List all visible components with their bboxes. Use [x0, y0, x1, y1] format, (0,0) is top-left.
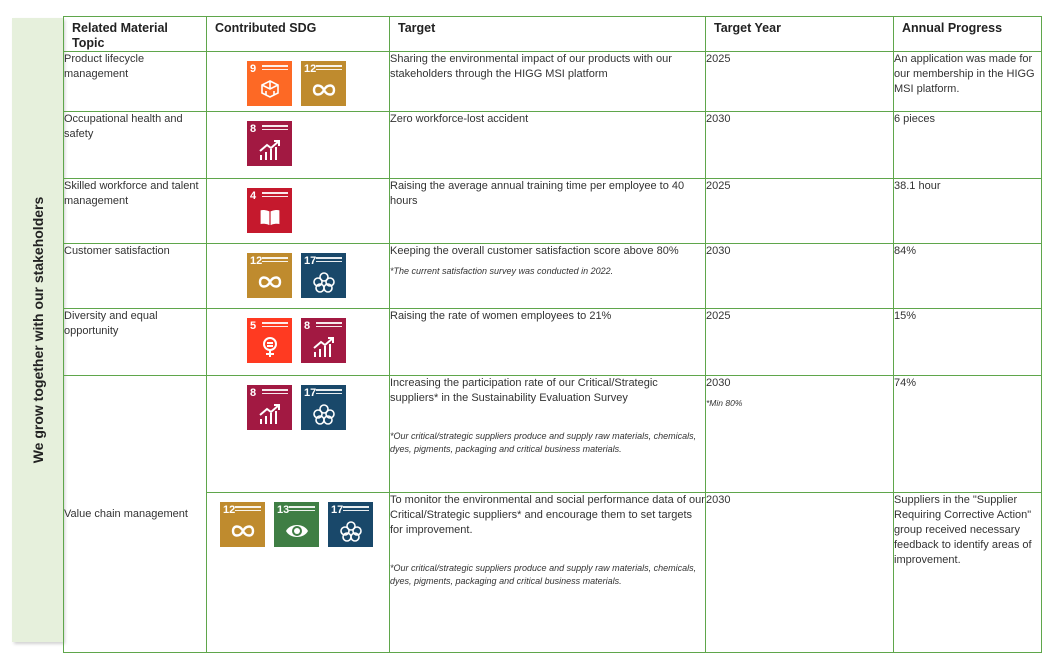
progress-cell: 6 pieces — [893, 111, 1042, 179]
progress-cell: 15% — [893, 308, 1042, 376]
year-cell: 2030 — [705, 492, 894, 653]
sdg-cell: 8 — [206, 111, 390, 179]
year-cell: 2025 — [705, 51, 894, 112]
target-cell: Keeping the overall customer satisfactio… — [389, 243, 706, 309]
topic-cell: Value chain management — [63, 375, 207, 653]
sdg-8-decent-work-icon: 8 — [247, 121, 292, 166]
sidebar-label: We grow together with our stakeholders — [29, 196, 46, 464]
target-cell: Increasing the participation rate of our… — [389, 375, 706, 493]
header-sdg: Contributed SDG — [206, 16, 390, 52]
target-text: To monitor the environmental and social … — [390, 494, 705, 536]
header-target: Target — [389, 16, 706, 52]
target-cell: Raising the rate of women employees to 2… — [389, 308, 706, 376]
target-note: *Our critical/strategic suppliers produc… — [390, 431, 697, 454]
table-header-row: Related Material Topic Contributed SDG T… — [63, 16, 1042, 52]
progress-cell: 74% — [893, 375, 1042, 493]
topic-cell: Occupational health and safety — [63, 111, 207, 179]
progress-cell: 38.1 hour — [893, 178, 1042, 244]
material-topics-table: Related Material Topic Contributed SDG T… — [63, 16, 1042, 653]
topic-cell: Product lifecycle management — [63, 51, 207, 112]
table-row: Value chain management 8 17 Increasing t… — [63, 375, 1042, 653]
table-row: Diversity and equal opportunity 5 8 Rais… — [63, 308, 1042, 376]
sdg-12-responsible-consumption-icon: 12 — [220, 502, 265, 547]
header-progress: Annual Progress — [893, 16, 1042, 52]
target-cell: Sharing the environmental impact of our … — [389, 51, 706, 112]
header-year: Target Year — [705, 16, 894, 52]
sdg-9-industry-innovation-icon: 9 — [247, 61, 292, 106]
target-cell: To monitor the environmental and social … — [389, 492, 706, 653]
sdg-cell: 8 17 — [206, 375, 390, 493]
table-row: Customer satisfaction 12 17 Keeping the … — [63, 243, 1042, 309]
sdg-17-partnerships-icon: 17 — [301, 253, 346, 298]
sdg-8-decent-work-icon: 8 — [247, 385, 292, 430]
sidebar-banner: We grow together with our stakeholders — [12, 18, 63, 642]
sdg-cell: 9 12 — [206, 51, 390, 112]
progress-cell: Suppliers in the "Supplier Requiring Cor… — [893, 492, 1042, 653]
table-row: Product lifecycle management 9 12 Sharin… — [63, 51, 1042, 112]
sdg-cell: 12 17 — [206, 243, 390, 309]
table-row: 12 13 17 To monitor the environmental an… — [64, 492, 1042, 653]
year-note: *Min 80% — [706, 398, 743, 408]
table-row: Skilled workforce and talent management … — [63, 178, 1042, 244]
year-cell: 2025 — [705, 308, 894, 376]
target-cell: Raising the average annual training time… — [389, 178, 706, 244]
year-cell: 2030 — [705, 111, 894, 179]
topic-cell: Skilled workforce and talent management — [63, 178, 207, 244]
sdg-17-partnerships-icon: 17 — [301, 385, 346, 430]
sdg-cell: 12 13 17 — [206, 492, 390, 653]
target-note: *Our critical/strategic suppliers produc… — [390, 563, 697, 586]
year-text: 2030 — [706, 377, 731, 389]
target-note: *The current satisfaction survey was con… — [390, 266, 614, 276]
target-text: Keeping the overall customer satisfactio… — [390, 245, 679, 257]
topic-cell: Diversity and equal opportunity — [63, 308, 207, 376]
sdg-12-responsible-consumption-icon: 12 — [301, 61, 346, 106]
sdg-cell: 5 8 — [206, 308, 390, 376]
year-cell: 2025 — [705, 178, 894, 244]
progress-cell: 84% — [893, 243, 1042, 309]
topic-cell: Customer satisfaction — [63, 243, 207, 309]
sdg-13-climate-action-icon: 13 — [274, 502, 319, 547]
year-cell: 2030 *Min 80% — [705, 375, 894, 493]
sdg-cell: 4 — [206, 178, 390, 244]
target-text: Increasing the participation rate of our… — [390, 377, 658, 404]
progress-cell: An application was made for our membersh… — [893, 51, 1042, 112]
year-cell: 2030 — [705, 243, 894, 309]
table-row: Occupational health and safety 8 Zero wo… — [63, 111, 1042, 179]
sdg-4-quality-education-icon: 4 — [247, 188, 292, 233]
sdg-8-decent-work-icon: 8 — [301, 318, 346, 363]
sdg-12-responsible-consumption-icon: 12 — [247, 253, 292, 298]
header-topic: Related Material Topic — [63, 16, 207, 52]
sdg-5-gender-equality-icon: 5 — [247, 318, 292, 363]
sdg-17-partnerships-icon: 17 — [328, 502, 373, 547]
target-cell: Zero workforce-lost accident — [389, 111, 706, 179]
